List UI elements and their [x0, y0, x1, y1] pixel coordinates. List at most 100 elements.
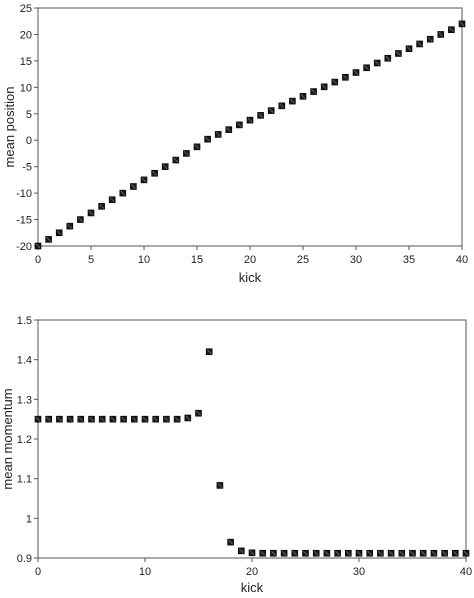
data-point-mark [120, 190, 126, 196]
data-point-mark [35, 416, 41, 422]
y-tick-label: 20 [20, 29, 32, 41]
y-tick-label: 1 [26, 513, 32, 525]
x-tick-label: 30 [353, 566, 365, 578]
data-point-mark [335, 551, 340, 556]
data-point-mark [279, 103, 285, 109]
data-point-mark [364, 65, 369, 70]
y-tick-label: 15 [20, 56, 32, 68]
data-point-mark [56, 230, 62, 235]
data-point-mark [367, 551, 372, 556]
data-point-mark [449, 27, 454, 32]
data-point-mark [228, 539, 233, 545]
data-point-mark [385, 56, 391, 61]
y-tick-label: -20 [16, 241, 32, 253]
data-point-mark [132, 416, 137, 422]
data-point-mark [290, 98, 295, 104]
x-tick-label: 30 [350, 254, 362, 266]
data-point-mark [374, 60, 380, 66]
data-point-mark [239, 548, 244, 554]
data-point-mark [311, 89, 316, 94]
y-tick-label: 0.9 [17, 553, 32, 565]
data-point-mark [388, 551, 394, 556]
x-tick-label: 20 [246, 566, 258, 578]
y-tick-label: 1.2 [17, 434, 32, 446]
y-tick-label: 1.5 [17, 315, 32, 327]
data-point-mark [185, 415, 191, 421]
data-point-mark [206, 349, 212, 354]
data-point-mark [164, 416, 169, 422]
data-point-mark [378, 551, 383, 556]
data-point-mark [184, 151, 189, 156]
x-tick-label: 10 [139, 566, 151, 578]
plot-frame [37, 7, 463, 247]
x-tick-label: 20 [244, 254, 256, 266]
data-point-mark [271, 551, 276, 556]
data-point-mark [396, 51, 401, 56]
data-point-mark [109, 197, 115, 202]
x-tick-label: 25 [297, 254, 309, 266]
chart-panel-1: 0 5 10 15 20 25 30 35 40 -20 -15 -10 -5 0 5 10 15 20 25 kic… [2, 3, 468, 285]
data-point-mark [57, 416, 62, 422]
data-point-mark [35, 243, 41, 249]
x-tick-label: 0 [35, 254, 41, 266]
data-point-mark [300, 94, 306, 99]
data-point-mark [162, 164, 168, 169]
data-point-mark [46, 416, 51, 422]
data-point-mark [260, 551, 265, 556]
data-point-mark [174, 416, 180, 422]
x-tick-label: 5 [88, 254, 94, 266]
data-point-mark [89, 416, 94, 422]
x-tick-label: 10 [138, 254, 150, 266]
data-point-mark [249, 550, 255, 556]
data-point-mark [152, 171, 157, 176]
data-point-mark [406, 46, 412, 51]
y-axis-title: mean position [2, 87, 17, 168]
data-point-mark [438, 32, 444, 37]
data-point-mark [78, 416, 84, 422]
data-point-mark [215, 132, 221, 137]
data-point-mark [258, 113, 263, 118]
data-point-mark [153, 416, 158, 422]
y-tick-label: 5 [26, 109, 32, 121]
data-point-mark [226, 127, 232, 132]
x-axis-title: kick [239, 270, 262, 285]
y-tick-label: 1.3 [17, 394, 32, 406]
data-point-mark [247, 117, 253, 123]
data-point-mark [303, 551, 308, 556]
data-point-mark [321, 84, 327, 90]
data-point-mark [417, 41, 422, 47]
data-point-mark [410, 551, 415, 556]
y-tick-label: -15 [16, 215, 32, 227]
data-point-mark [356, 551, 362, 556]
y-tick-label: 1.4 [17, 355, 32, 367]
data-point-mark [431, 551, 437, 556]
x-tick-label: 35 [403, 254, 415, 266]
data-point-mark [453, 551, 458, 556]
data-point-mark [67, 223, 73, 229]
data-point-mark [88, 210, 94, 216]
x-tick-label: 40 [460, 566, 472, 578]
x-tick-label: 15 [191, 254, 203, 266]
data-point-mark [459, 21, 465, 27]
x-axis-title: kick [241, 580, 264, 595]
data-point-mark [99, 416, 105, 422]
y-tick-label: 1.1 [17, 474, 32, 486]
data-point-mark [205, 136, 210, 142]
data-point-mark [332, 79, 338, 85]
data-point-mark [343, 75, 348, 80]
data-point-mark [237, 122, 242, 128]
data-point-mark [196, 411, 201, 416]
y-tick-label: -5 [22, 162, 32, 174]
data-point-mark [67, 416, 73, 422]
chart-panel-2: 0 10 20 30 40 0.9 1 1.1 1.2 1.3 1.4 1.5 kick mean mom… [0, 315, 472, 595]
data-point-mark [268, 108, 274, 113]
data-point-mark [292, 551, 298, 556]
data-point-mark [110, 416, 116, 422]
y-tick-label: 10 [20, 82, 32, 94]
data-point-mark [46, 237, 51, 242]
data-point-mark [142, 416, 148, 422]
data-point-mark [194, 144, 200, 150]
x-tick-label: 0 [35, 566, 41, 578]
data-point-mark [427, 36, 433, 42]
